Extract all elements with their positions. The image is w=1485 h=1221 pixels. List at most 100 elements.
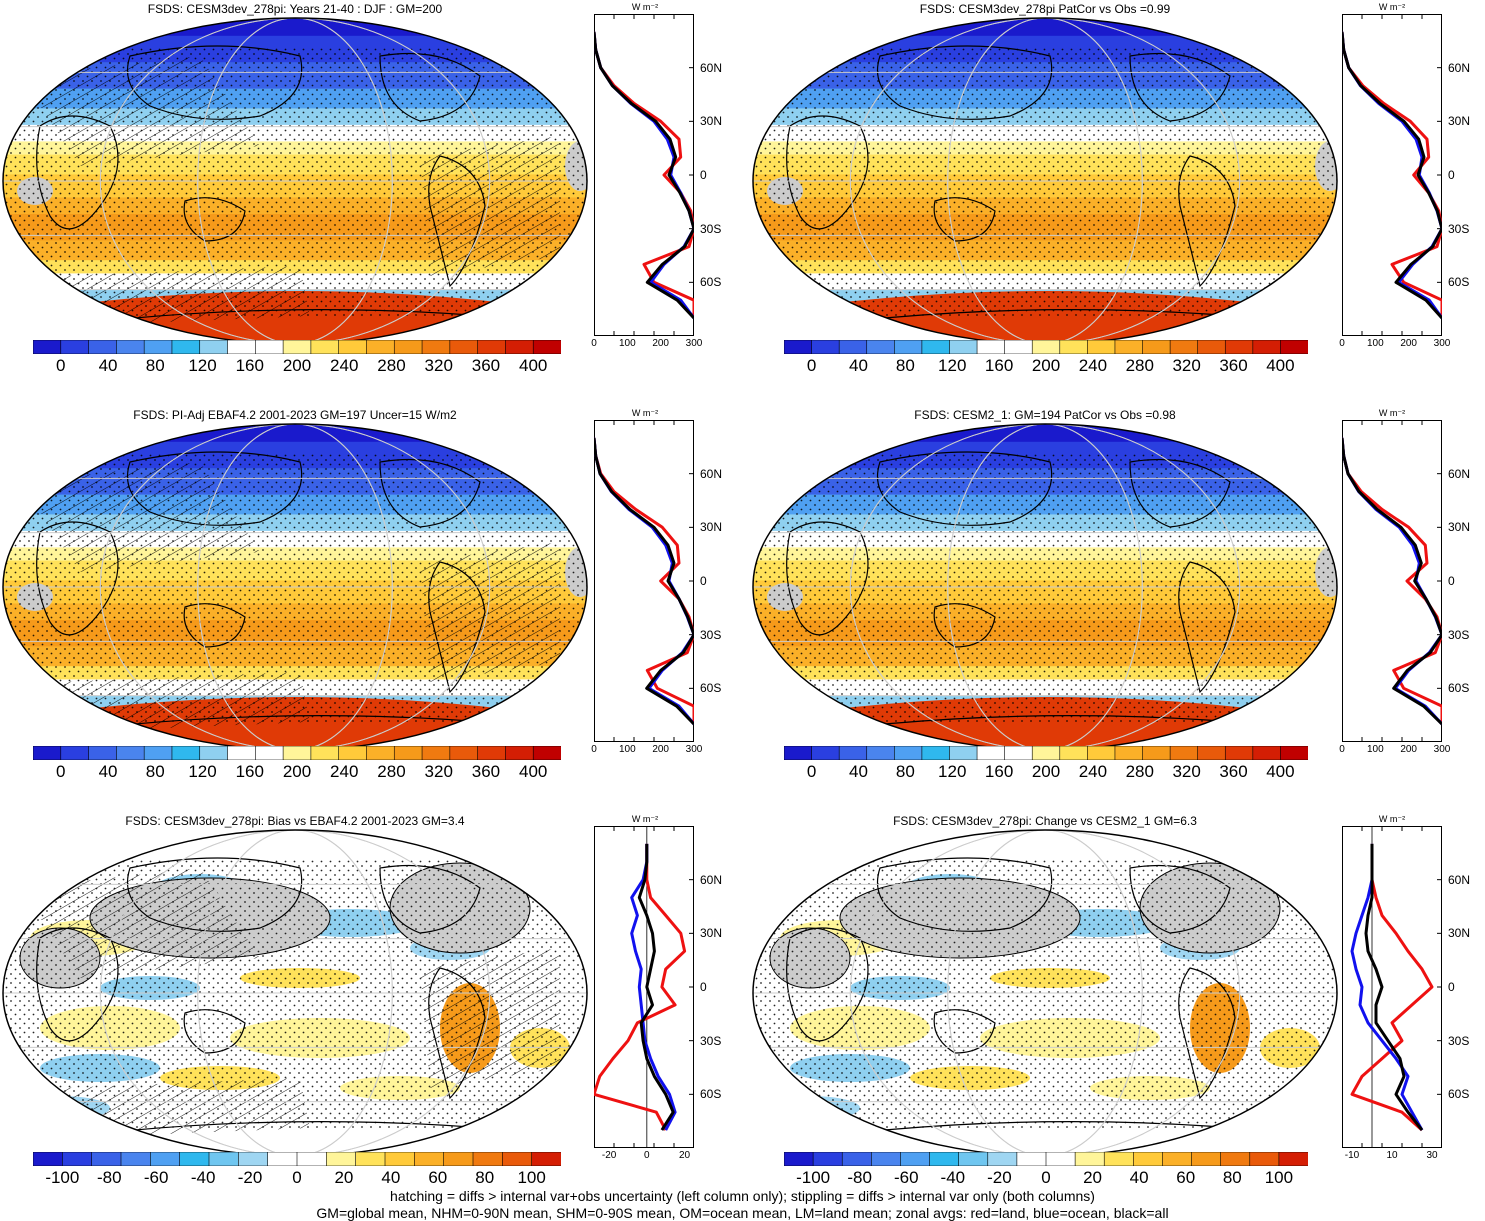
colorbar (784, 1152, 1308, 1166)
colorbar-tick-label: 160 (235, 356, 264, 375)
zonal-xtick-label: 300 (1433, 338, 1451, 349)
colorbar-swatch (921, 340, 951, 354)
colorbar-tick-label: -100 (45, 1168, 80, 1187)
zonal-mean-plot (1342, 826, 1442, 1148)
colorbar-swatch (784, 746, 813, 760)
panel-title: FSDS: CESM3dev_278pi: Bias vs EBAF4.2 20… (125, 814, 465, 828)
zonal-lat-labels: 60N 30N 0 30S 60S (1448, 420, 1484, 742)
panel-title: FSDS: PI-Adj EBAF4.2 2001-2023 GM=197 Un… (133, 408, 457, 422)
zonal-line-all (1342, 31, 1442, 320)
colorbar-swatch (532, 746, 561, 760)
colorbar-tick-label: -60 (893, 1168, 919, 1187)
colorbar-tick-label: -80 (847, 1168, 872, 1187)
colorbar-swatch (900, 1152, 931, 1166)
colorbar-swatch (296, 1152, 328, 1166)
colorbar-tick-label: 20 (334, 1168, 354, 1187)
panel-3: FSDS: PI-Adj EBAF4.2 2001-2023 GM=197 Un… (0, 406, 740, 806)
colorbar-swatch (929, 1152, 960, 1166)
colorbar-swatch (976, 746, 1006, 760)
colorbar-tick-label: 240 (330, 356, 359, 375)
lat-label: 60N (700, 466, 723, 481)
colorbar-swatch (838, 340, 868, 354)
zonal-line-land (594, 843, 687, 1131)
zonal-mean-plot (1342, 14, 1442, 336)
colorbar-swatch (841, 1152, 873, 1166)
zonal-xticks: 0 100 200 300 (591, 338, 702, 352)
colorbar-tick-label: 80 (145, 356, 165, 375)
zonal-xtick-label: 200 (652, 744, 669, 755)
colorbar-tick-label: 40 (1129, 1168, 1149, 1187)
colorbar (33, 340, 561, 354)
colorbar-tick-label: 240 (330, 762, 359, 781)
colorbar-swatch (949, 340, 978, 354)
colorbar-swatch (1087, 746, 1116, 760)
zonal-frame (1342, 826, 1442, 1148)
colorbar-tick-label: 320 (424, 356, 453, 375)
colorbar-tick-label: 0 (806, 356, 817, 375)
colorbar (784, 746, 1308, 760)
colorbar-swatch (987, 1152, 1018, 1166)
colorbar-swatch (505, 340, 535, 354)
colorbar-tick-label: 320 (1172, 356, 1201, 375)
colorbar (33, 746, 561, 760)
zonal-lat-labels: 60N 30N 0 30S 60S (1448, 14, 1484, 336)
colorbar-tick-label: 360 (1219, 762, 1248, 781)
map-plot (752, 829, 1338, 1157)
colorbar-swatch (477, 340, 507, 354)
colorbar-tick-label: -40 (940, 1168, 966, 1187)
panel-5: FSDS: CESM3dev_278pi: Bias vs EBAF4.2 20… (0, 812, 740, 1190)
zonal-mean-plot (594, 14, 694, 336)
colorbar-tick-label: 400 (1266, 356, 1295, 375)
colorbar-swatch (1197, 340, 1227, 354)
colorbar-swatch (505, 746, 535, 760)
panel-title: FSDS: CESM3dev_278pi: Years 21-40 : DJF … (147, 2, 443, 16)
colorbar-swatch (421, 746, 451, 760)
colorbar-tick-label: 80 (895, 356, 915, 375)
lat-label: 30N (1448, 926, 1471, 941)
lat-label: 60N (1448, 60, 1471, 75)
colorbar-swatch (310, 340, 340, 354)
colorbar-swatch (1280, 746, 1308, 760)
colorbar-tick-label: 280 (377, 356, 406, 375)
colorbar-tick-label: 120 (188, 356, 217, 375)
colorbar-swatch (477, 746, 507, 760)
colorbar-swatch (88, 340, 118, 354)
zonal-line-land (1350, 843, 1434, 1132)
colorbar-tick-label: 280 (377, 762, 406, 781)
zonal-xtick-label: 200 (1400, 744, 1417, 755)
colorbar-tick-label: 0 (1041, 1168, 1051, 1187)
zonal-xtick-label: 0 (1339, 338, 1345, 349)
zonal-xtick-label: 100 (1366, 744, 1384, 755)
coastline (36, 521, 119, 636)
colorbar-tick-label: 80 (475, 1168, 495, 1187)
colorbar-swatch (355, 1152, 386, 1166)
colorbar-tick-label: 280 (1125, 762, 1154, 781)
zonal-xtick-label: -10 (1344, 1150, 1360, 1161)
map-plot (752, 17, 1338, 345)
colorbar-swatch (1191, 1152, 1222, 1166)
map-color-band (753, 424, 1337, 443)
coastline (876, 45, 1053, 120)
colorbar-tick-label: 400 (1266, 762, 1295, 781)
coastline (786, 927, 869, 1042)
colorbar-swatch (784, 1152, 814, 1166)
colorbar-tick-label: 200 (282, 762, 312, 781)
colorbar-swatch (282, 340, 312, 354)
colorbar-swatch (33, 340, 62, 354)
colorbar-swatch (1114, 340, 1144, 354)
colorbar-swatch (449, 340, 479, 354)
colorbar-tick-label: 0 (56, 762, 66, 781)
colorbar-tick-label: 360 (471, 356, 501, 375)
panel-title: FSDS: CESM3dev_278pi: Change vs CESM2_1 … (893, 814, 1197, 828)
coastline (1129, 458, 1231, 528)
zonal-xtick-label: 100 (1366, 338, 1384, 349)
colorbar-tick-label: 360 (471, 762, 501, 781)
hatching-overlay (20, 56, 560, 326)
colorbar-swatch (1220, 1152, 1251, 1166)
colorbar-tick-label: 40 (98, 762, 118, 781)
colorbar-tick-label: 200 (1031, 356, 1061, 375)
colorbar-tick-label: -20 (237, 1168, 263, 1187)
panel-title: FSDS: CESM2_1: GM=194 PatCor vs Obs =0.9… (914, 408, 1176, 422)
colorbar-labels: 0 40 80 120 160 200 240 280 320 360 400 (33, 762, 561, 784)
coastline (933, 1009, 996, 1054)
